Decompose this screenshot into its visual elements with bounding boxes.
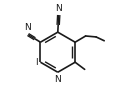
Text: I: I	[35, 58, 38, 67]
Text: N: N	[24, 23, 30, 32]
Text: N: N	[55, 4, 62, 13]
Text: N: N	[54, 75, 61, 84]
